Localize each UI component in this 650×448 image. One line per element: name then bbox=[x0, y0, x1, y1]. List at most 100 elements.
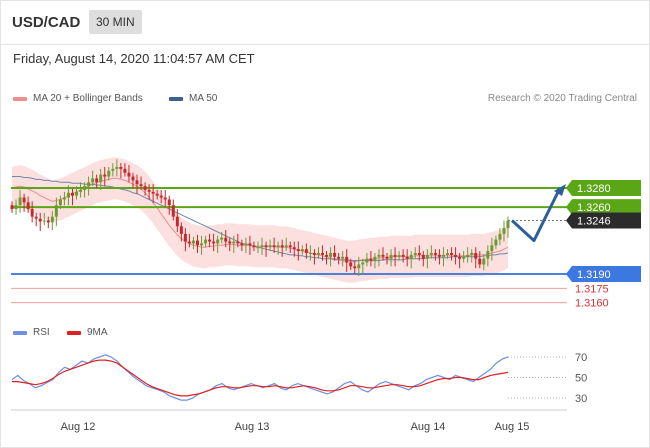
candle-body bbox=[272, 245, 276, 248]
forecast-arrow bbox=[510, 187, 562, 243]
candle-body bbox=[135, 180, 139, 185]
candle-body bbox=[437, 254, 441, 257]
candle-body bbox=[191, 240, 195, 244]
candle-body bbox=[111, 168, 115, 171]
candle-body bbox=[54, 205, 58, 217]
candle-body bbox=[482, 258, 486, 265]
candle-body bbox=[87, 182, 91, 187]
candle-body bbox=[502, 228, 506, 234]
legend-label-ma20: MA 20 + Bollinger Bands bbox=[33, 93, 143, 104]
rsi-series-rsi bbox=[11, 354, 509, 401]
candle-body bbox=[300, 249, 304, 252]
legend-label-9ma: 9MA bbox=[87, 327, 108, 338]
price-label-1.3280: 1.3280 bbox=[577, 183, 611, 195]
legend-swatch-ma50 bbox=[169, 96, 183, 101]
candle-body bbox=[75, 191, 79, 196]
price-label-bg-1.3246 bbox=[566, 212, 641, 229]
candle-body bbox=[337, 256, 341, 259]
candle-body bbox=[212, 241, 216, 244]
rsi-tick-70: 70 bbox=[575, 352, 587, 364]
chart-datetime: Friday, August 14, 2020 11:04:57 AM CET bbox=[13, 51, 255, 66]
price-label-1.3260: 1.3260 bbox=[577, 202, 611, 214]
candle-body bbox=[236, 241, 240, 244]
candle-body bbox=[385, 256, 389, 259]
candle-body bbox=[127, 172, 131, 177]
legend-swatch-ma20 bbox=[13, 96, 27, 101]
candle-body bbox=[187, 241, 191, 244]
candle-body bbox=[99, 174, 103, 183]
candle-body bbox=[413, 252, 417, 255]
candle-body bbox=[224, 237, 228, 242]
candle-body bbox=[50, 216, 54, 223]
candle-body bbox=[159, 195, 163, 198]
candle-body bbox=[18, 197, 22, 206]
candle-body bbox=[216, 239, 220, 244]
candle-body bbox=[433, 252, 437, 255]
bollinger-band-area bbox=[12, 157, 508, 283]
candle-body bbox=[248, 243, 252, 246]
candle-body bbox=[123, 168, 127, 173]
candle-body bbox=[425, 254, 429, 259]
candle-body bbox=[252, 245, 256, 248]
candle-body bbox=[260, 245, 264, 248]
legend-item-9ma: 9MA bbox=[67, 327, 108, 338]
legend-label-ma50: MA 50 bbox=[189, 93, 218, 104]
legend-item-ma20: MA 20 + Bollinger Bands bbox=[13, 93, 143, 104]
candle-body bbox=[466, 254, 470, 257]
timeframe-button[interactable]: 30 MIN bbox=[89, 10, 142, 34]
legend-item-ma50: MA 50 bbox=[169, 93, 217, 104]
candle-body bbox=[446, 252, 450, 255]
candle-body bbox=[397, 254, 401, 257]
candle-body bbox=[325, 254, 329, 257]
candle-body bbox=[30, 209, 34, 217]
price-label-bg-1.3280 bbox=[566, 180, 641, 196]
candle-body bbox=[264, 245, 268, 248]
price-label-1.3160: 1.3160 bbox=[575, 298, 609, 310]
x-tick-label: Aug 13 bbox=[235, 421, 270, 433]
candle-body bbox=[361, 262, 365, 265]
research-credit: Research © 2020 Trading Central bbox=[487, 93, 637, 104]
candle-body bbox=[228, 241, 232, 244]
legend-item-rsi: RSI bbox=[13, 327, 50, 338]
candle-body bbox=[349, 262, 353, 267]
candle-body bbox=[478, 258, 482, 265]
candle-body bbox=[240, 243, 244, 246]
candle-body bbox=[46, 220, 50, 223]
pair-title: USD/CAD bbox=[12, 14, 81, 31]
candle-body bbox=[441, 254, 445, 257]
price-label-bg-1.3260 bbox=[566, 199, 641, 216]
ma50-line bbox=[12, 176, 509, 262]
candle-body bbox=[421, 254, 425, 259]
candle-body bbox=[329, 252, 333, 257]
candle-body bbox=[62, 197, 66, 200]
candle-body bbox=[83, 186, 87, 190]
candle-body bbox=[292, 247, 296, 250]
candle-body bbox=[195, 240, 199, 246]
candle-body bbox=[115, 166, 119, 169]
rsi-tick-50: 50 bbox=[575, 373, 587, 385]
candle-body bbox=[381, 254, 385, 257]
candle-body bbox=[369, 258, 373, 261]
candle-body bbox=[244, 243, 248, 246]
candle-body bbox=[95, 178, 99, 183]
candle-body bbox=[393, 254, 397, 257]
candle-body bbox=[58, 199, 62, 206]
rsi-tick-30: 30 bbox=[575, 393, 587, 405]
candle-body bbox=[450, 252, 454, 255]
candle-body bbox=[470, 252, 474, 255]
candle-body bbox=[26, 202, 30, 210]
candle-body bbox=[204, 239, 208, 244]
candle-body bbox=[308, 252, 312, 254]
candle-body bbox=[79, 189, 83, 192]
candle-body bbox=[474, 252, 478, 259]
candle-body bbox=[490, 245, 494, 252]
candle-body bbox=[208, 239, 212, 242]
candle-body bbox=[405, 256, 409, 259]
candle-body bbox=[256, 247, 260, 249]
candle-body bbox=[22, 197, 26, 203]
candle-body bbox=[429, 252, 433, 255]
candle-body bbox=[107, 170, 111, 177]
candle-body bbox=[498, 233, 502, 240]
rsi-series-9ma bbox=[12, 359, 509, 397]
